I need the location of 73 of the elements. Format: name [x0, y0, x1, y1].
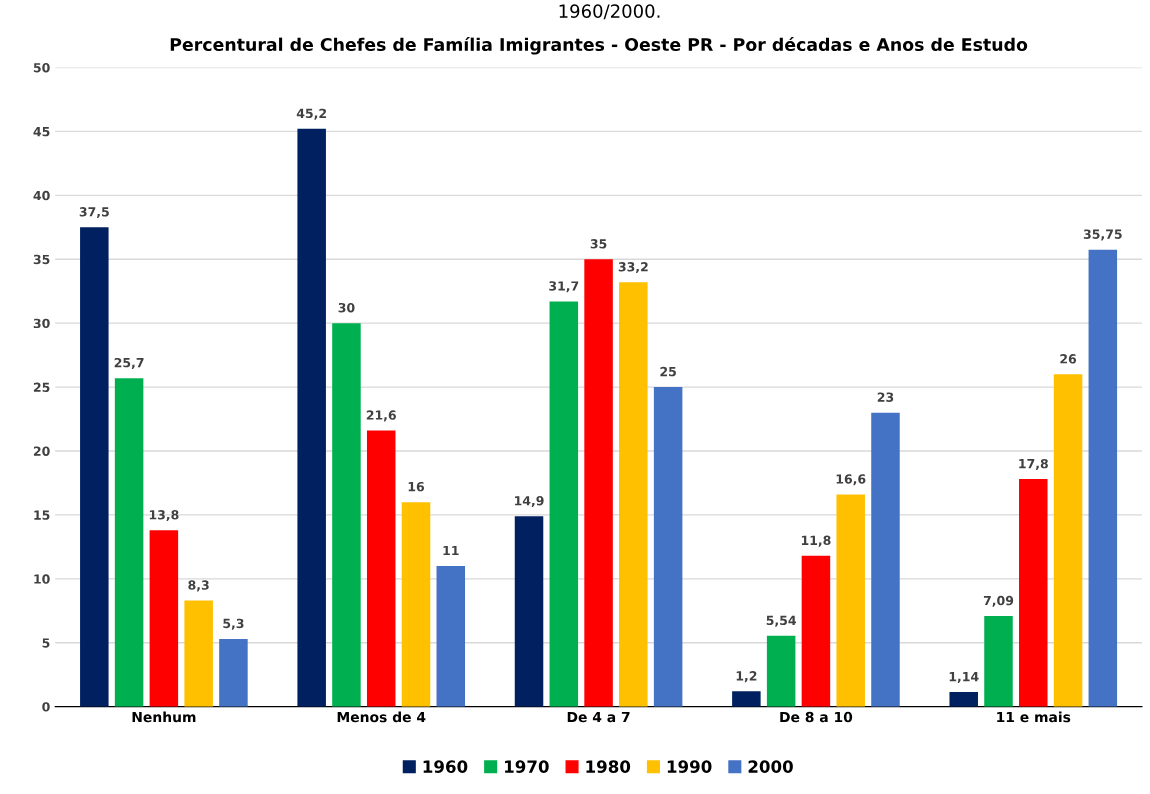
x-tick-label: Nenhum — [132, 711, 196, 723]
data-label: 37,5 — [79, 207, 109, 219]
data-label: 1,14 — [949, 672, 979, 683]
bar — [653, 387, 683, 707]
legend-label: 1990 — [667, 760, 712, 773]
bar — [871, 412, 900, 707]
bar — [114, 378, 144, 707]
data-label: 11 — [443, 546, 459, 556]
bar — [80, 227, 109, 707]
x-tick-label: 11 e mais — [997, 711, 1071, 723]
bar — [619, 282, 648, 707]
legend-label: 1970 — [505, 760, 549, 773]
y-tick-label: 25 — [33, 382, 50, 392]
legend-label: 2000 — [748, 760, 793, 773]
bar — [549, 301, 579, 707]
bar — [332, 323, 361, 707]
y-tick-label: 15 — [34, 510, 50, 520]
data-label: 30 — [338, 302, 355, 313]
data-label: 25,7 — [114, 357, 144, 369]
legend-label: 1980 — [586, 760, 631, 773]
bar — [949, 692, 978, 707]
data-label: 26 — [1060, 354, 1077, 364]
x-tick-label: Menos de 4 — [337, 711, 426, 723]
data-label: 33,2 — [618, 262, 648, 274]
data-label: 11,8 — [801, 535, 831, 547]
y-tick-label: 40 — [33, 190, 50, 201]
bar — [184, 600, 213, 707]
chart-title: Percentural de Chefes de Família Imigrantes - Oeste PR - Por décadas e Anos de Estudo — [170, 36, 1028, 55]
bar — [149, 530, 179, 707]
y-tick-label: 20 — [33, 446, 50, 456]
bar — [401, 502, 431, 707]
bar — [1088, 249, 1118, 707]
x-tick-label: De 4 a 7 — [567, 711, 630, 723]
data-label: 13,8 — [149, 510, 179, 522]
data-label: 7,09 — [983, 595, 1014, 607]
data-label: 16,6 — [836, 474, 866, 486]
bar — [514, 516, 544, 707]
bar — [836, 494, 865, 707]
bar — [801, 555, 831, 707]
y-tick-label: 5 — [42, 638, 50, 648]
bar — [366, 430, 396, 707]
data-label: 1,2 — [736, 671, 757, 683]
data-label: 21,6 — [366, 410, 396, 422]
data-label: 5,3 — [223, 618, 244, 630]
bar — [732, 691, 761, 707]
y-tick-label: 0 — [42, 702, 50, 712]
data-label: 14,9 — [515, 495, 544, 508]
bar — [297, 128, 326, 707]
data-label: 17,8 — [1019, 458, 1048, 470]
data-label: 45,2 — [296, 108, 327, 120]
x-tick-label: De 8 a 10 — [780, 711, 853, 723]
y-tick-label: 50 — [33, 62, 50, 73]
bar — [436, 566, 466, 707]
data-label: 5,54 — [766, 615, 796, 627]
data-label: 16 — [408, 481, 425, 492]
y-tick-label: 30 — [33, 318, 50, 329]
bar — [1019, 479, 1048, 707]
bar — [584, 259, 613, 707]
bar — [766, 635, 796, 707]
data-label: 23 — [877, 392, 894, 402]
y-tick-label: 10 — [34, 574, 50, 584]
bar — [219, 638, 248, 707]
y-tick-label: 45 — [33, 127, 50, 137]
data-label: 35 — [590, 239, 607, 249]
data-label: 8,3 — [188, 580, 209, 592]
text: 1960/2000. — [559, 4, 660, 20]
y-tick-label: 35 — [33, 254, 50, 265]
data-label: 25 — [660, 366, 676, 377]
data-label: 35,75 — [1083, 229, 1122, 241]
legend-label: 1960 — [423, 760, 468, 773]
bar — [984, 616, 1013, 707]
bar — [1053, 374, 1083, 707]
data-label: 31,7 — [549, 281, 579, 293]
